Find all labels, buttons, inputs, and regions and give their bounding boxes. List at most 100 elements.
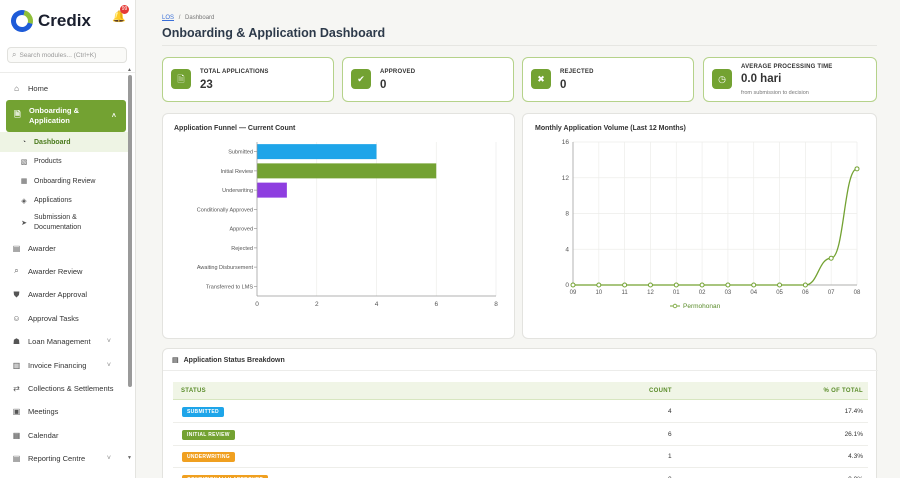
bar-underwriting	[257, 182, 287, 198]
breadcrumb-root-link[interactable]: LOS	[162, 15, 175, 21]
subitem-onboarding-review[interactable]: ▦ Onboarding Review	[0, 171, 128, 191]
data-point-06	[802, 282, 808, 288]
x-tick-label: 04	[750, 290, 757, 296]
chevron-down-icon: ˅	[106, 338, 111, 346]
check-circle-icon: ✔	[351, 69, 371, 89]
box-icon: ▧	[20, 158, 28, 166]
stat-card-processing-time: ◷ AVERAGE PROCESSING TIME 0.0 hari from …	[703, 57, 877, 102]
document-icon: 🗎	[14, 110, 21, 120]
subitem-applications[interactable]: ◈ Applications	[0, 191, 128, 211]
user-check-icon: ☺	[12, 313, 21, 323]
home-icon: ⌂	[14, 84, 19, 94]
send-icon: ➤	[21, 220, 27, 228]
stat-card-approved: ✔ APPROVED 0	[342, 57, 514, 102]
sidebar-item-label: Meetings	[28, 407, 59, 417]
dashboard-icon: ◔	[21, 138, 27, 146]
category-label: Approved	[229, 227, 253, 233]
sidebar-item-loan-management[interactable]: ☗ Loan Management ˅	[0, 330, 128, 353]
x-circle-icon: ✖	[531, 69, 551, 89]
layers-icon: ◈	[21, 197, 27, 205]
pct-cell: 0.0%	[848, 476, 863, 478]
subitem-label: Onboarding Review	[34, 177, 96, 185]
x-tick-label: 02	[699, 290, 706, 296]
table-icon: ▤	[172, 357, 179, 364]
sidebar-divider	[0, 72, 135, 73]
x-tick-label: 07	[828, 290, 835, 296]
stat-label: TOTAL APPLICATIONS	[200, 69, 269, 75]
stat-value: 0.0 hari	[741, 73, 782, 85]
sidebar-item-label: Approval Tasks	[28, 313, 79, 323]
pct-cell: 17.4%	[844, 408, 863, 415]
count-cell: 6	[668, 430, 672, 438]
subitem-products[interactable]: ▧ Products	[0, 152, 128, 172]
sidebar-item-invoice-financing[interactable]: ▥ Invoice Financing ˅	[0, 353, 128, 376]
sidebar-item-meetings[interactable]: ▣ Meetings	[0, 400, 128, 423]
sidebar-item-calendar[interactable]: ▦ Calendar	[0, 424, 128, 447]
data-point-07	[828, 255, 834, 261]
table-row: CONDITIONALLY APPROVED 0 0.0%	[173, 469, 868, 478]
sidebar-item-home[interactable]: ⌂ Home	[0, 77, 128, 100]
app-logo[interactable]: Credix	[6, 5, 91, 37]
stat-card-total: 🗎 TOTAL APPLICATIONS 23	[162, 57, 334, 102]
legend-marker	[672, 303, 678, 309]
x-tick-label: 11	[622, 290, 629, 296]
stat-value: 0	[380, 79, 387, 91]
sidebar-item-reporting[interactable]: ▤ Reporting Centre ˅	[0, 447, 128, 470]
table-row: INITIAL REVIEW 6 26.1%	[173, 424, 868, 446]
chevron-down-icon: ˅	[106, 455, 111, 463]
category-label: Conditionally Approved	[197, 207, 253, 213]
panel-divider	[163, 370, 878, 371]
y-tick-label: 12	[562, 175, 570, 182]
data-point-11	[622, 282, 628, 288]
sidebar-item-approval-tasks[interactable]: ☺ Approval Tasks	[0, 307, 128, 330]
breadcrumb-separator: /	[178, 15, 181, 21]
subitem-submission[interactable]: ➤ Submission & Documentation	[0, 210, 128, 236]
bell-icon[interactable]: 🔔	[112, 11, 126, 23]
subitem-label: Dashboard	[34, 138, 71, 146]
sidebar-item-awarder-approval[interactable]: ⛊ Awarder Approval	[0, 283, 128, 306]
x-tick-label: 12	[647, 290, 654, 296]
funnel-chart-panel: Application Funnel — Current Count 0 2 4 6 8…	[162, 113, 515, 339]
data-point-12	[647, 282, 653, 288]
pct-cell: 26.1%	[844, 430, 863, 438]
sidebar-item-label: Collections & Settlements	[28, 383, 114, 393]
category-label: Initial Review	[221, 169, 253, 175]
sidebar-item-onboarding[interactable]: 🗎 Onboarding & Application ˄	[6, 100, 126, 133]
status-breakdown-title-text: Application Status Breakdown	[183, 356, 285, 364]
category-label: Underwriting	[222, 188, 253, 194]
header-count[interactable]: COUNT	[649, 388, 672, 394]
category-label: Submitted	[228, 150, 253, 156]
sidebar-item-label: Awarder	[28, 243, 56, 253]
x-tick-label: 03	[725, 290, 732, 296]
data-point-09	[570, 282, 576, 288]
header-status[interactable]: STATUS	[181, 388, 206, 394]
status-badge: CONDITIONALLY APPROVED	[182, 474, 269, 478]
pct-cell: 4.3%	[848, 453, 863, 460]
sidebar-item-collections[interactable]: ⇄ Collections & Settlements	[0, 377, 128, 400]
category-label: Transferred to LMS	[206, 284, 254, 290]
bank-icon: ☗	[12, 337, 21, 347]
sidebar-item-awarder-review[interactable]: ⌕ Awarder Review	[0, 260, 128, 283]
sidebar-item-awarder[interactable]: ▤ Awarder	[0, 236, 128, 259]
volume-chart-title: Monthly Application Volume (Last 12 Mont…	[535, 125, 686, 132]
page-title: Onboarding & Application Dashboard	[162, 26, 386, 40]
chevron-up-icon: ˄	[111, 112, 116, 120]
search-icon: ⌕	[12, 50, 17, 59]
search-icon: ⌕	[14, 266, 19, 276]
subitem-dashboard[interactable]: ◔ Dashboard	[0, 132, 128, 152]
y-tick-label: 0	[565, 282, 569, 289]
table-header: STATUS COUNT % OF TOTAL	[173, 382, 868, 400]
x-tick-label: 10	[595, 290, 602, 296]
breadcrumb-current: Dashboard	[185, 15, 215, 21]
header-pct[interactable]: % OF TOTAL	[823, 388, 863, 394]
sidebar-scrollbar[interactable]	[128, 75, 132, 387]
category-label: Rejected	[231, 246, 253, 252]
sidebar-item-label: Awarder Approval	[28, 290, 88, 300]
scroll-down-arrow[interactable]: ▼	[127, 455, 132, 461]
search-box[interactable]: ⌕	[7, 47, 127, 63]
search-input[interactable]	[19, 51, 120, 59]
x-tick-label: 05	[776, 290, 783, 296]
scroll-up-arrow[interactable]: ▲	[127, 67, 132, 73]
stat-value: 23	[200, 79, 213, 91]
